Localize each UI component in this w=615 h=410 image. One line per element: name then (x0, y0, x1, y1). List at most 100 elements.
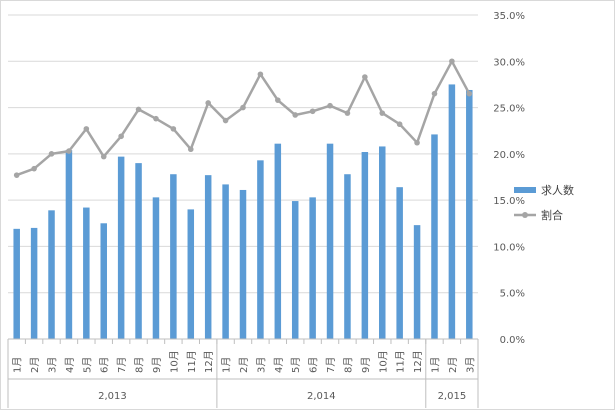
bar-求人数-16 (291, 201, 299, 339)
category-label: 12月 (203, 350, 215, 373)
y-tick-label: 30.0% (493, 57, 525, 68)
category-label: 3月 (255, 357, 267, 373)
bar-求人数-7 (135, 163, 142, 339)
point-割合-8 (153, 115, 159, 122)
legend-swatch-求人数 (514, 187, 536, 193)
bar-求人数-12 (222, 184, 229, 339)
point-割合-5 (100, 153, 107, 160)
bar-求人数-10 (187, 209, 195, 339)
bar-求人数-23 (413, 225, 421, 339)
category-label: 1月 (12, 357, 24, 373)
line-path-割合 (16, 60, 471, 177)
category-label: 5月 (81, 357, 93, 373)
category-label: 4月 (64, 357, 76, 373)
bar-求人数-1 (30, 227, 38, 339)
category-label: 11月 (186, 350, 198, 373)
bar-求人数-20 (361, 152, 369, 339)
category-label: 2月 (29, 357, 41, 373)
point-割合-11 (205, 100, 211, 106)
legend: 求人数 割合 (514, 184, 574, 222)
year-label: 2,013 (98, 391, 127, 402)
point-割合-3 (66, 148, 72, 154)
point-割合-23 (414, 139, 420, 146)
point-割合-22 (396, 121, 403, 128)
bar-求人数-5 (100, 223, 107, 339)
point-割合-4 (83, 126, 90, 132)
legend-label-割合: 割合 (541, 208, 563, 222)
y-tick-label: 20.0% (493, 150, 525, 161)
line-series-割合 (13, 58, 473, 178)
category-label: 3月 (464, 357, 476, 373)
point-割合-12 (222, 117, 229, 124)
category-label: 6月 (99, 357, 111, 373)
category-label: 4月 (273, 357, 285, 373)
bar-求人数-8 (152, 197, 160, 339)
bar-求人数-13 (239, 189, 247, 339)
category-label: 3月 (47, 357, 59, 373)
bar-求人数-0 (13, 228, 20, 339)
point-割合-6 (118, 133, 124, 140)
category-label: 12月 (412, 350, 424, 373)
category-label: 8月 (342, 357, 354, 373)
bar-求人数-17 (309, 197, 316, 339)
point-割合-21 (379, 110, 386, 116)
bar-求人数-11 (204, 175, 212, 339)
bar-求人数-6 (117, 156, 125, 339)
y-tick-label: 15.0% (493, 196, 525, 207)
point-割合-19 (344, 110, 351, 116)
point-割合-16 (292, 112, 299, 118)
point-割合-24 (431, 90, 438, 97)
category-label: 10月 (168, 350, 180, 373)
x-axis: 1月 2月 3月 4月 5月 6月 7月 8月 9月 10月 11月 12月 1月 2月 3月 4月 5月 6月 7… (7, 338, 479, 408)
bar-求人数-18 (326, 143, 334, 339)
point-割合-1 (31, 165, 37, 172)
bar-求人数-21 (379, 146, 386, 339)
y-tick-label: 25.0% (493, 104, 525, 115)
bar-求人数-22 (396, 187, 403, 339)
category-label: 6月 (308, 357, 320, 373)
bar-求人数-14 (257, 160, 264, 339)
year-label: 2,014 (307, 391, 336, 402)
point-割合-20 (362, 74, 368, 80)
category-label: 11月 (395, 350, 407, 373)
y-tick-label: 5.0% (500, 289, 525, 300)
point-割合-26 (466, 90, 473, 97)
bar-求人数-9 (170, 174, 177, 339)
y-axis-tick-labels: 0.0% 5.0% 10.0% 15.0% 20.0% 25.0% 30.0% 35.0% (493, 11, 525, 346)
legend-marker-割合 (522, 212, 528, 218)
point-割合-9 (170, 126, 177, 132)
year-label: 2,015 (438, 391, 467, 402)
category-label: 9月 (151, 357, 163, 373)
category-label: 7月 (116, 357, 128, 373)
y-tick-label: 35.0% (493, 11, 525, 22)
bar-求人数-25 (448, 84, 456, 339)
point-割合-2 (48, 151, 55, 157)
bar-求人数-3 (65, 150, 73, 339)
y-tick-label: 10.0% (493, 242, 525, 253)
legend-label-求人数: 求人数 (541, 184, 574, 197)
bar-求人数-2 (48, 210, 55, 339)
point-割合-15 (275, 97, 281, 103)
category-label: 2月 (238, 357, 250, 373)
point-割合-10 (187, 146, 194, 153)
category-label: 1月 (429, 357, 441, 373)
y-tick-label: 0.0% (500, 335, 525, 346)
bar-series-求人数 (13, 84, 473, 340)
point-割合-7 (135, 106, 142, 113)
bar-求人数-4 (83, 207, 90, 339)
category-label: 10月 (377, 350, 389, 373)
bar-求人数-19 (344, 174, 351, 339)
point-割合-14 (257, 71, 264, 78)
category-label: 7月 (325, 357, 337, 373)
point-割合-17 (309, 108, 316, 115)
bar-求人数-15 (274, 143, 282, 339)
point-割合-13 (240, 104, 246, 111)
category-label: 2月 (447, 357, 459, 373)
category-label: 9月 (360, 357, 372, 373)
bar-求人数-26 (466, 89, 473, 340)
point-割合-18 (327, 102, 333, 109)
point-割合-0 (13, 172, 20, 178)
bar-求人数-24 (431, 134, 438, 339)
